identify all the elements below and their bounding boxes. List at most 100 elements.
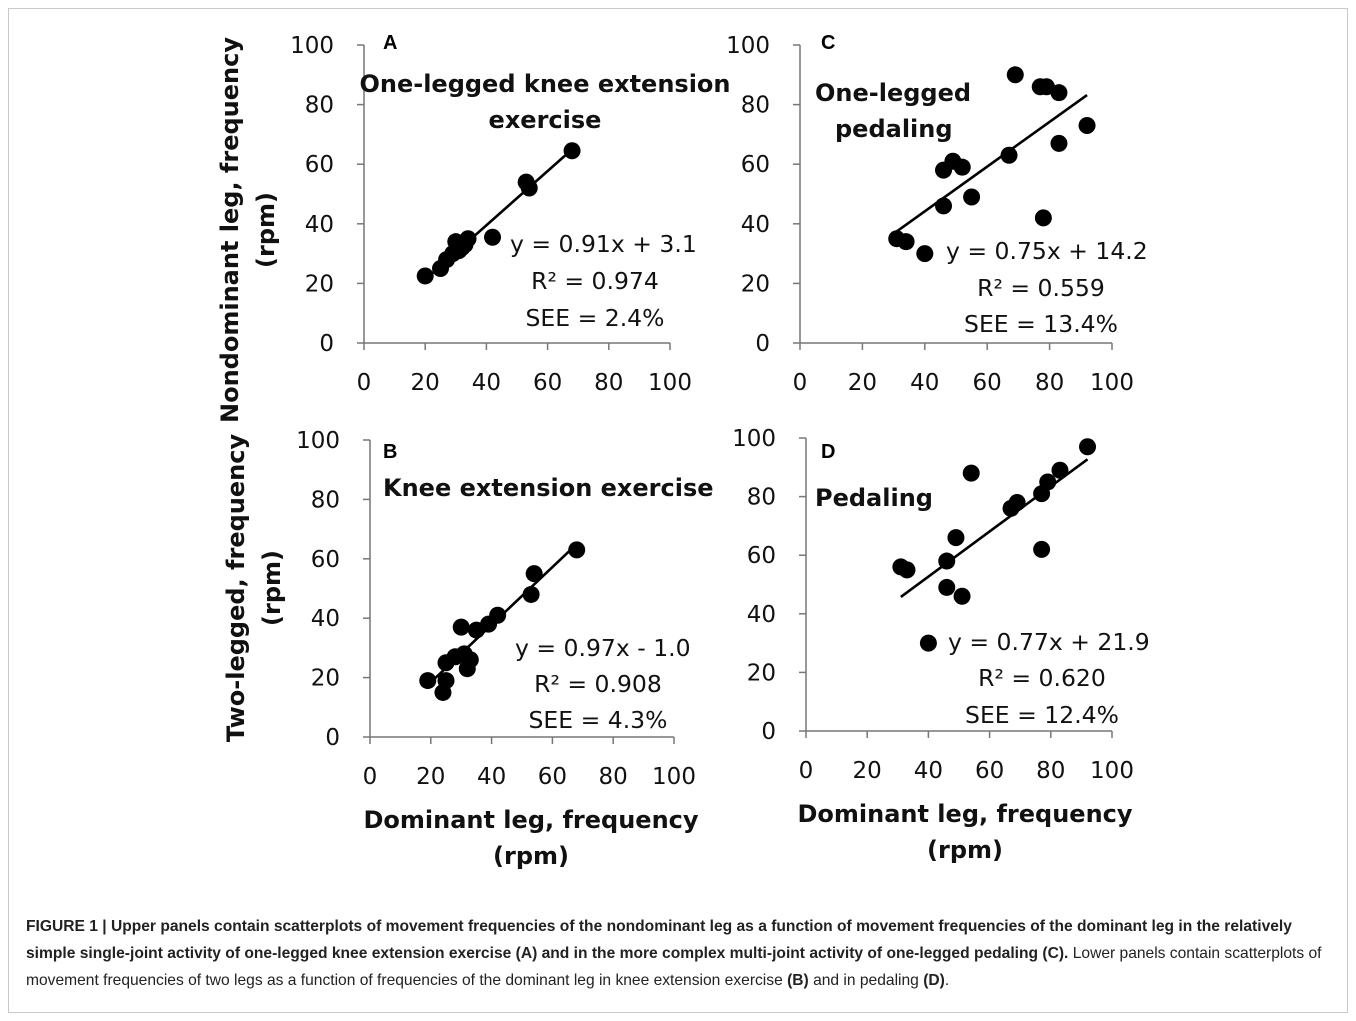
panel-d-data-point — [938, 552, 956, 570]
panel-a-y-tick-label: 100 — [290, 33, 334, 59]
panel-a-x-tick-label: 40 — [472, 370, 501, 396]
panel-b-stat: SEE = 4.3% — [529, 706, 668, 734]
panel-c-data-point — [1050, 84, 1068, 102]
panel-b-x-tick-label: 100 — [652, 764, 696, 790]
panel-d-data-point — [1033, 540, 1051, 558]
caption-end: . — [944, 972, 950, 989]
panel-c-data-point — [897, 233, 915, 251]
panel-c-y-tick-label: 80 — [741, 93, 770, 119]
panel-b-y-tick-label: 100 — [296, 428, 340, 454]
panel-d-data-point — [1051, 461, 1069, 479]
panel-a-y-axis-title: Nondominant leg, frequency — [216, 37, 244, 423]
panel-a-stat: SEE = 2.4% — [526, 304, 665, 332]
panel-b-data-point — [461, 651, 479, 669]
panel-c-stat: y = 0.75x + 14.2 — [946, 237, 1148, 265]
panel-b-x-axis-title: (rpm) — [493, 842, 569, 870]
panel-c-data-point — [916, 245, 934, 263]
panel-c-x-tick-label: 40 — [910, 370, 939, 396]
panel-a-data-point — [520, 179, 538, 197]
panel-b-x-tick-label: 20 — [416, 764, 445, 790]
caption-mid: and in the more complex multi-joint acti… — [537, 945, 1043, 962]
panel-c-x-tick-label: 60 — [973, 370, 1002, 396]
caption-rest-1: Lower panels contain scatterplots of mov… — [26, 945, 1322, 989]
panel-c-data-point — [963, 188, 981, 206]
panel-b-x-tick-label: 60 — [538, 764, 567, 790]
panel-c-stat: SEE = 13.4% — [964, 310, 1118, 338]
panel-d-y-tick-label: 80 — [747, 485, 776, 511]
panel-b-stat: R² = 0.908 — [534, 670, 662, 698]
panel-d-x-tick-label: 60 — [975, 758, 1004, 784]
panel-c-y-tick-label: 40 — [741, 212, 770, 238]
caption-rest-2: and in pedaling — [808, 972, 924, 989]
panel-a-y-tick-label: 40 — [305, 212, 334, 238]
panel-d-data-point — [1039, 473, 1057, 491]
panel-b-y-tick-label: 40 — [311, 606, 340, 632]
panel-d-stat: SEE = 12.4% — [965, 701, 1119, 729]
caption-ref-d: (D) — [923, 972, 945, 989]
panel-d-data-point — [1008, 493, 1026, 511]
panel-c-data-point — [953, 158, 971, 176]
panel-b-y-tick-label: 60 — [311, 547, 340, 573]
panel-a-x-tick-label: 60 — [533, 370, 562, 396]
panel-d-x-tick-label: 40 — [914, 758, 943, 784]
panel-a-x-tick-label: 0 — [357, 370, 372, 396]
panel-c-data-point — [1000, 146, 1018, 164]
panel-d-y-tick-label: 0 — [761, 719, 776, 745]
panel-b-x-tick-label: 40 — [477, 764, 506, 790]
caption-lead: FIGURE 1 | Upper panels contain scatterp… — [26, 918, 1292, 962]
panel-d-x-tick-label: 80 — [1036, 758, 1065, 784]
panel-b-data-point — [489, 606, 507, 624]
panel-a-y-tick-label: 0 — [319, 331, 334, 357]
panel-d-stat: R² = 0.620 — [978, 664, 1106, 692]
panel-a-data-point — [459, 230, 477, 248]
panel-d-y-tick-label: 40 — [747, 602, 776, 628]
panel-d-data-point — [962, 464, 980, 482]
panel-a-letter: A — [383, 32, 397, 54]
panel-d-x-tick-label: 100 — [1090, 758, 1134, 784]
panel-b-x-axis-title: Dominant leg, frequency — [363, 806, 698, 834]
panel-a-x-tick-label: 80 — [594, 370, 623, 396]
panel-b-data-point — [419, 672, 437, 690]
panel-c-data-point — [1006, 66, 1024, 84]
panel-b-data-point — [437, 672, 455, 690]
panel-c-x-tick-label: 80 — [1035, 370, 1064, 396]
panel-c-stat: R² = 0.559 — [977, 274, 1105, 302]
panel-c-y-tick-label: 0 — [755, 331, 770, 357]
panel-c-fit-line — [895, 94, 1088, 233]
panel-c-y-tick-label: 100 — [726, 33, 770, 59]
panel-c-x-tick-label: 100 — [1090, 370, 1134, 396]
panel-d-data-point — [919, 634, 937, 652]
panel-b-data-point — [452, 618, 470, 636]
panel-b-title: Knee extension exercise — [383, 474, 714, 502]
panel-c-y-tick-label: 60 — [741, 152, 770, 178]
panel-d-data-point — [938, 578, 956, 596]
panel-c-title: pedaling — [835, 115, 953, 143]
panel-b-y-tick-label: 0 — [325, 725, 340, 751]
panel-b-y-tick-label: 80 — [311, 487, 340, 513]
panel-a-x-tick-label: 100 — [648, 370, 692, 396]
panel-a-y-tick-label: 60 — [305, 152, 334, 178]
panel-d-y-tick-label: 60 — [747, 543, 776, 569]
panel-d-letter: D — [821, 441, 835, 463]
panel-c-data-point — [1034, 209, 1052, 227]
panel-b-data-point — [522, 585, 540, 603]
panel-d-fit-line — [900, 458, 1089, 598]
panel-a-y-tick-label: 80 — [305, 93, 334, 119]
panel-c-y-tick-label: 20 — [741, 271, 770, 297]
figure-frame — [8, 8, 1348, 1013]
panel-b-x-tick-label: 80 — [599, 764, 628, 790]
panel-b-letter: B — [383, 441, 397, 463]
panel-b-data-point — [525, 565, 543, 583]
panel-d-data-point — [1079, 438, 1097, 456]
panel-a-y-tick-label: 20 — [305, 271, 334, 297]
panel-d-x-axis-title: (rpm) — [927, 836, 1003, 864]
panel-d-x-tick-label: 0 — [799, 758, 814, 784]
panel-d-y-tick-label: 20 — [747, 660, 776, 686]
panel-c-title: One-legged — [815, 79, 971, 107]
panel-b-y-axis-title: (rpm) — [258, 550, 286, 626]
panel-a-x-tick-label: 20 — [411, 370, 440, 396]
panel-b-data-point — [568, 541, 586, 559]
panel-c-x-tick-label: 0 — [793, 370, 808, 396]
panel-d-x-tick-label: 20 — [853, 758, 882, 784]
panel-a-data-point — [484, 228, 502, 246]
